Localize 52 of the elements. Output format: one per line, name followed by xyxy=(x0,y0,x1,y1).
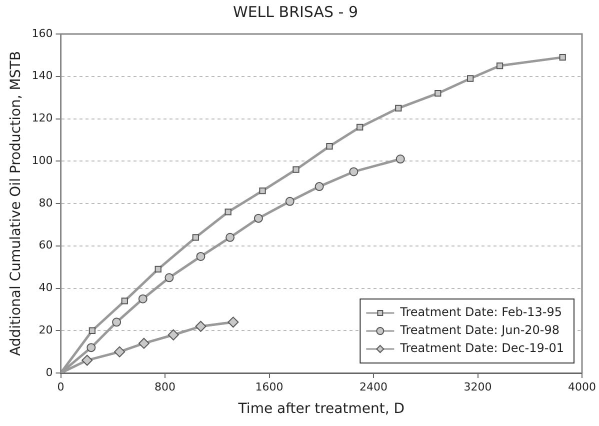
x-tick-label: 2400 xyxy=(360,380,388,394)
point xyxy=(138,294,148,304)
y-tick-label: 40 xyxy=(38,281,53,294)
point xyxy=(285,196,294,206)
point xyxy=(226,232,235,242)
y-tick-label: 160 xyxy=(32,26,53,40)
point xyxy=(154,266,162,273)
point xyxy=(314,182,324,192)
point xyxy=(496,62,504,70)
point xyxy=(228,316,239,328)
point xyxy=(121,298,128,304)
x-tick-label: 1600 xyxy=(255,380,284,394)
point xyxy=(326,142,333,150)
x-tick-label: 0 xyxy=(57,380,64,394)
point xyxy=(82,354,93,366)
point xyxy=(356,124,364,131)
point xyxy=(467,75,474,82)
point xyxy=(86,343,96,352)
legend-label: Treatment Date: Dec-19-01 xyxy=(399,341,564,356)
point xyxy=(395,104,402,112)
point xyxy=(292,166,300,173)
point xyxy=(195,320,206,332)
legend-label: Treatment Date: Feb-13-95 xyxy=(399,305,562,320)
point xyxy=(396,154,405,164)
y-tick-label: 100 xyxy=(32,154,53,167)
point xyxy=(196,252,206,261)
point xyxy=(112,318,122,327)
legend-label: Treatment Date: Jun-20-98 xyxy=(399,323,560,338)
point xyxy=(259,187,266,194)
chart-title: WELL BRISAS - 9 xyxy=(232,2,358,21)
y-tick-label: 60 xyxy=(38,238,53,252)
point xyxy=(88,327,96,334)
y-tick-label: 140 xyxy=(32,69,53,82)
point xyxy=(168,329,179,340)
y-axis-title: Additional Cumulative Oil Production, MSTB xyxy=(8,51,24,356)
point xyxy=(224,208,232,216)
point xyxy=(192,234,199,241)
point xyxy=(138,338,150,349)
y-tick-label: 80 xyxy=(38,196,53,210)
point xyxy=(254,214,263,223)
point xyxy=(434,90,442,97)
point xyxy=(164,273,174,282)
point xyxy=(114,346,126,358)
x-tick-label: 800 xyxy=(154,380,176,394)
x-axis-title: Time after treatment, D xyxy=(237,401,404,418)
y-tick-label: 0 xyxy=(46,366,53,379)
point xyxy=(559,54,566,61)
x-tick-label: 3200 xyxy=(464,380,492,394)
y-tick-label: 20 xyxy=(38,323,53,336)
y-tick-label: 120 xyxy=(32,112,53,125)
point xyxy=(349,167,358,176)
x-tick-label: 4000 xyxy=(568,380,596,394)
